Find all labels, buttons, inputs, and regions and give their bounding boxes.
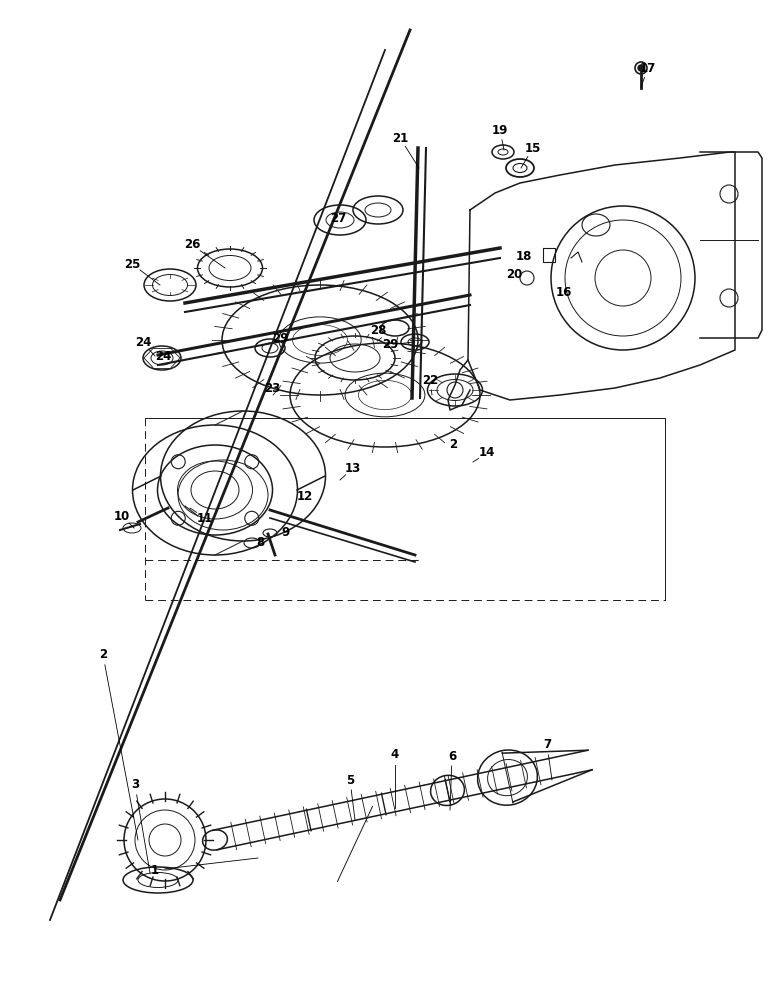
Text: 25: 25 [124,257,141,270]
Text: 28: 28 [370,324,386,336]
Text: 20: 20 [506,267,522,280]
Text: 3: 3 [131,778,139,792]
Text: 24: 24 [155,350,171,362]
Text: 6: 6 [448,750,456,762]
Text: 29: 29 [382,338,398,352]
Text: 14: 14 [479,446,495,460]
Text: 4: 4 [391,748,399,762]
Text: 17: 17 [640,62,656,75]
Text: 9: 9 [281,526,290,538]
Text: 1: 1 [151,863,159,876]
Text: 5: 5 [346,774,354,786]
Circle shape [638,65,644,71]
Text: 24: 24 [135,336,151,350]
Text: 29: 29 [272,332,288,344]
Text: 2: 2 [449,438,457,452]
Text: 19: 19 [492,123,508,136]
Text: 16: 16 [556,286,572,300]
Text: 12: 12 [297,490,313,504]
Text: 26: 26 [184,238,200,251]
Text: 18: 18 [516,250,532,263]
Text: 8: 8 [256,536,264,550]
Text: 2: 2 [99,648,107,662]
Text: 22: 22 [422,373,438,386]
Text: 10: 10 [114,510,130,522]
Text: 21: 21 [392,131,408,144]
Text: 13: 13 [345,462,361,475]
Text: 27: 27 [330,212,346,225]
Text: 11: 11 [197,512,213,524]
Text: 23: 23 [264,381,280,394]
Text: 15: 15 [525,141,541,154]
Text: 7: 7 [543,738,551,752]
